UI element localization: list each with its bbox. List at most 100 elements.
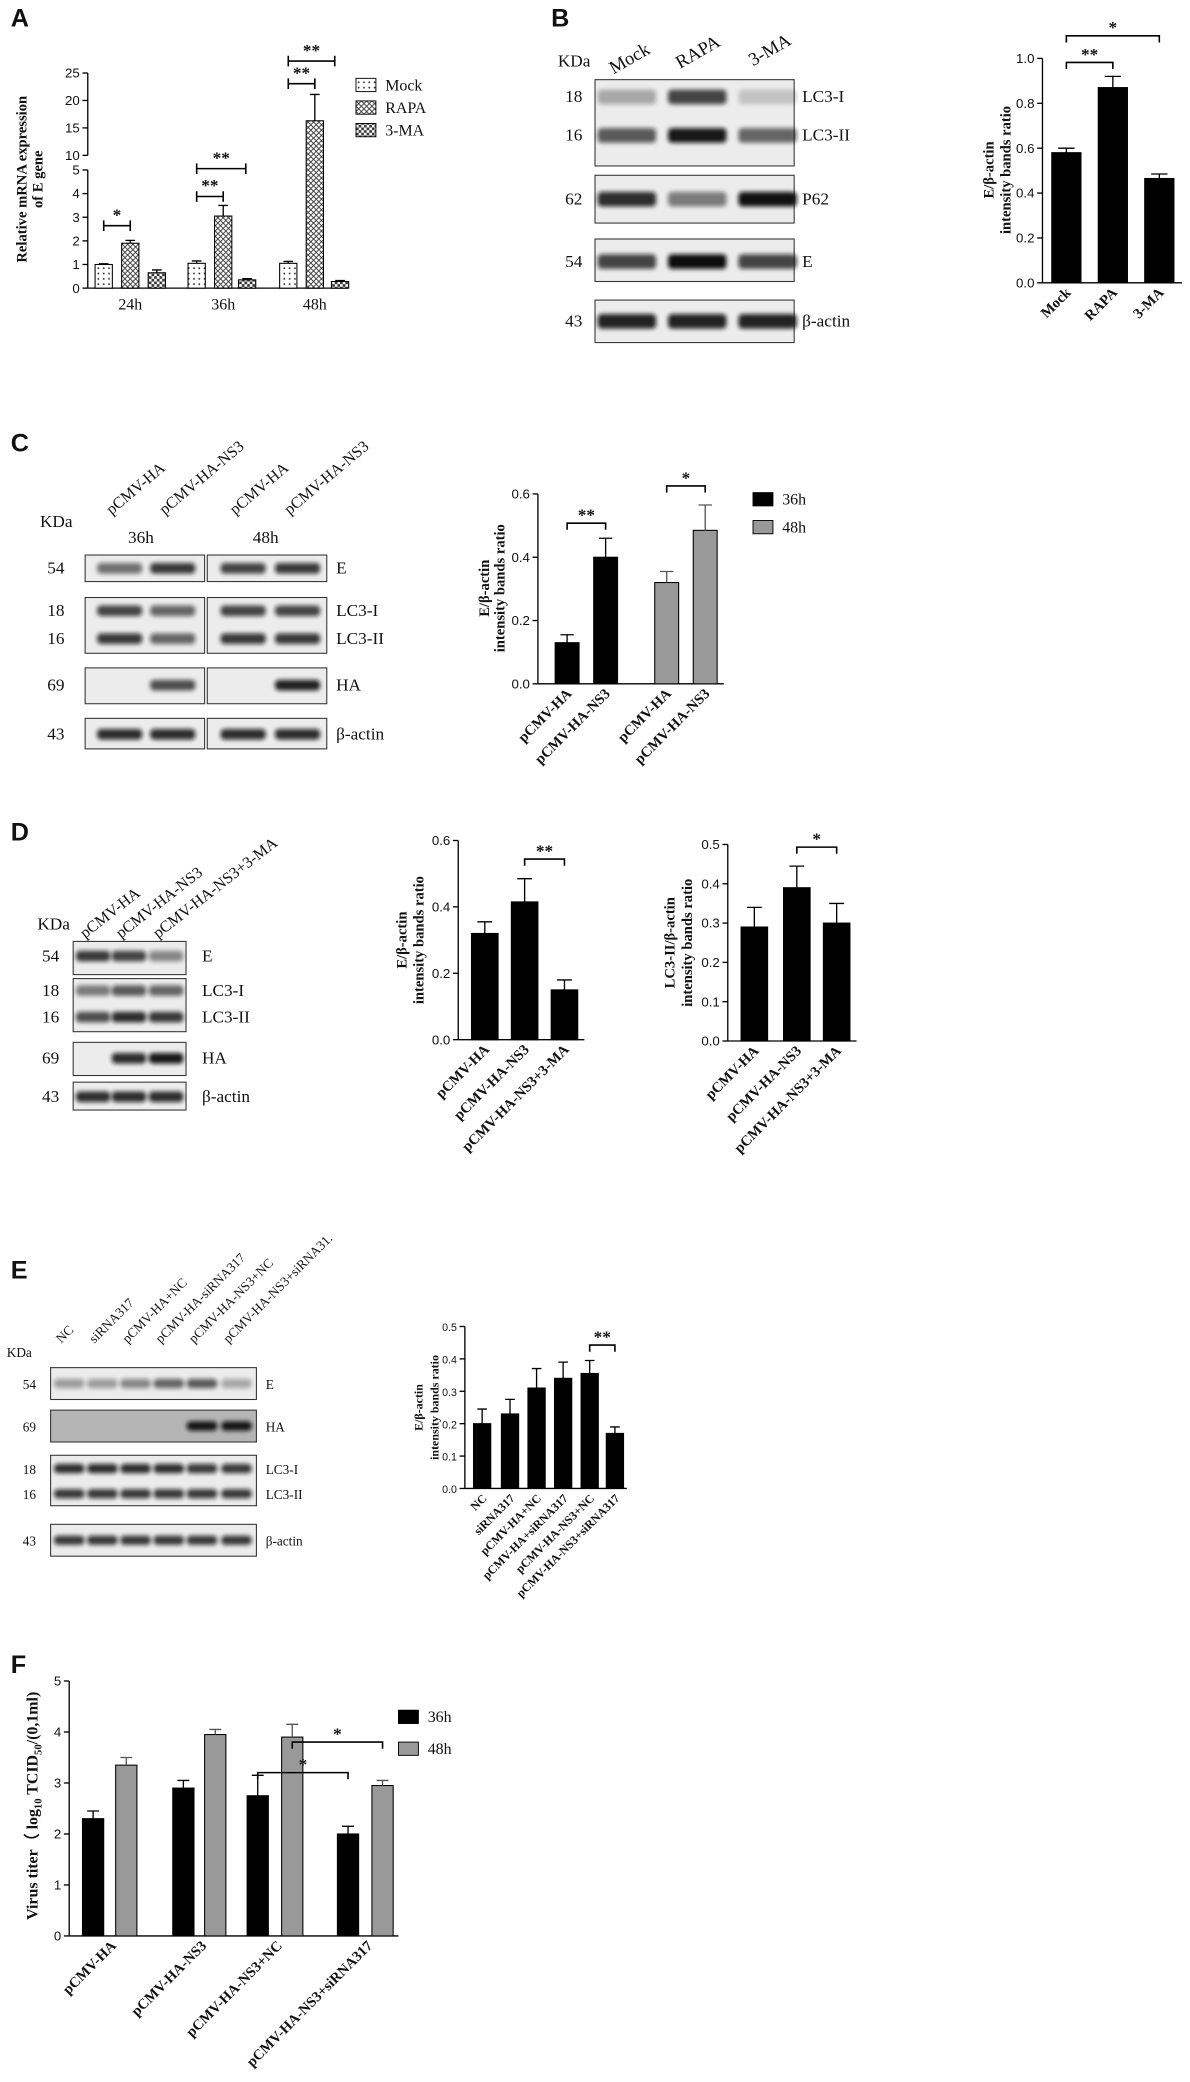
error-bar: [191, 260, 202, 264]
legend-swatch: [398, 1741, 419, 1756]
y-tick-label: 0.4: [442, 1355, 457, 1367]
molecular-weight: 18: [565, 87, 582, 106]
blot-band: [274, 562, 321, 574]
blot-band: [111, 985, 147, 996]
y-axis-label: Relative mRNA expression: [15, 96, 31, 263]
blot-band: [148, 985, 184, 996]
legend-label: 36h: [428, 1709, 452, 1726]
error-bar: [309, 93, 320, 121]
band-label: P62: [802, 189, 829, 208]
bar: [204, 1734, 227, 1937]
bar: [550, 989, 579, 1041]
y-tick-label: 0.1: [442, 1452, 457, 1464]
blot-band: [53, 1535, 85, 1545]
y-tick-label: 1: [54, 1878, 61, 1893]
significance-bracket: [102, 220, 132, 232]
molecular-weight: 16: [42, 1007, 60, 1026]
blot-band: [87, 1463, 118, 1474]
y-axis-label: intensity bands ratio: [493, 524, 509, 652]
blot-band: [597, 254, 657, 269]
error-bar: [151, 269, 162, 273]
blot-band: [148, 1052, 184, 1064]
molecular-weight: 54: [565, 252, 583, 271]
y-tick-label: 0.6: [511, 487, 529, 502]
bar: [172, 1787, 195, 1937]
blot-band: [221, 1489, 252, 1499]
bar: [246, 1795, 269, 1937]
molecular-weight: 69: [42, 1049, 59, 1068]
molecular-weight: 43: [47, 725, 64, 744]
blot-band: [150, 633, 196, 644]
x-tick-label: 3-MA: [1130, 285, 1167, 322]
y-axis-label-part: Virus titer（ log: [23, 1809, 41, 1920]
molecular-weight: 18: [23, 1462, 37, 1477]
significance-label: **: [213, 148, 230, 167]
bar: [605, 1432, 625, 1490]
blot-band: [738, 191, 797, 207]
legend-label: RAPA: [385, 100, 427, 117]
blot-band: [220, 605, 266, 617]
blot-band: [221, 1378, 252, 1389]
bar: [553, 1377, 573, 1490]
significance-label: **: [303, 41, 320, 60]
error-bar: [125, 239, 136, 244]
band-label: β-actin: [266, 1534, 303, 1549]
blot-band: [597, 128, 657, 143]
blot-band: [738, 314, 797, 329]
error-bar: [283, 260, 294, 264]
blot-band: [87, 1489, 118, 1499]
legend-swatch: [355, 123, 377, 138]
band-label: E: [336, 559, 347, 578]
band-label: LC3-II: [266, 1487, 303, 1502]
y-axis-label: intensity bands ratio: [412, 876, 428, 1004]
blot-band: [97, 562, 143, 574]
bar: [121, 242, 140, 289]
y-tick-label: 0.2: [442, 1419, 457, 1431]
x-tick-label: RAPA: [1082, 285, 1122, 325]
blot-band: [221, 1421, 252, 1431]
blot-band: [111, 1011, 147, 1023]
y-axis-label: of E gene: [31, 150, 47, 208]
error-bar: [477, 921, 493, 934]
y-tick-label: 0.0: [511, 676, 529, 691]
blot-band: [274, 605, 321, 617]
legend-swatch: [355, 100, 377, 115]
band-label: HA: [266, 1419, 286, 1434]
y-axis-label: intensity bands ratio: [680, 879, 696, 1007]
significance-label: *: [682, 468, 691, 487]
blot-band: [150, 679, 196, 691]
y-tick-label: 0.3: [701, 916, 719, 931]
legend-label: 36h: [782, 492, 806, 509]
error-bar: [531, 1367, 542, 1389]
error-bar: [698, 504, 712, 531]
y-tick-label: 20: [65, 93, 80, 108]
blot-band: [221, 1535, 252, 1545]
molecular-weight: 16: [47, 629, 65, 648]
blot-band: [120, 1378, 151, 1389]
significance-label: **: [293, 63, 310, 82]
significance-label: *: [333, 1724, 342, 1743]
blot-band: [668, 128, 727, 143]
blot-band: [111, 950, 147, 962]
significance-bracket: [566, 522, 607, 530]
y-tick-label: 0.6: [1016, 141, 1034, 156]
x-tick-label: NC: [467, 1491, 489, 1513]
molecular-weight: 16: [23, 1487, 37, 1502]
blot-band: [220, 562, 266, 574]
blot-band: [97, 605, 143, 617]
error-bar: [87, 1810, 100, 1819]
error-bar: [335, 279, 345, 282]
panel-letter: A: [11, 5, 29, 33]
y-tick-label: 25: [65, 66, 80, 81]
y-tick-label: 0: [54, 1929, 61, 1944]
blot-band: [97, 633, 143, 644]
x-tick-label: 36h: [211, 296, 235, 313]
significance-label: *: [113, 205, 122, 224]
y-axis-label-part: TCID: [24, 1755, 41, 1799]
panel-letter: F: [11, 1651, 26, 1679]
y-tick-label: 0.5: [701, 837, 719, 852]
blot-band: [97, 728, 143, 740]
blot-band: [221, 1463, 252, 1474]
bar: [500, 1413, 520, 1490]
blot-band: [120, 1463, 151, 1474]
